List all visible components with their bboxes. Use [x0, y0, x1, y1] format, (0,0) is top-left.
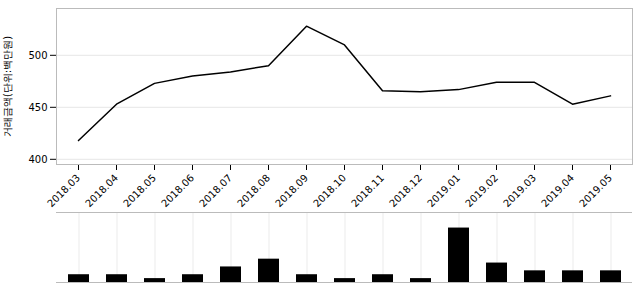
svg-text:2019.04: 2019.04	[539, 172, 576, 208]
svg-text:400: 400	[28, 154, 47, 165]
svg-text:2019.02: 2019.02	[463, 172, 500, 208]
svg-text:2018.05: 2018.05	[121, 172, 158, 208]
svg-text:2018.04: 2018.04	[83, 172, 120, 208]
svg-text:2018.07: 2018.07	[197, 172, 234, 208]
svg-text:2018.06: 2018.06	[159, 172, 196, 208]
svg-text:2018.09: 2018.09	[273, 172, 310, 208]
svg-text:2018.03: 2018.03	[45, 172, 82, 208]
svg-text:2019.05: 2019.05	[577, 172, 614, 208]
svg-text:2018.08: 2018.08	[235, 172, 272, 208]
svg-text:2018.11: 2018.11	[349, 172, 386, 208]
svg-text:500: 500	[28, 50, 47, 61]
svg-text:거래금액(단위:백만원): 거래금액(단위:백만원)	[2, 36, 13, 137]
svg-text:2019.01: 2019.01	[425, 172, 462, 208]
svg-text:2019.03: 2019.03	[501, 172, 538, 208]
svg-text:2018.12: 2018.12	[387, 172, 424, 208]
svg-text:450: 450	[28, 102, 47, 113]
svg-text:2018.10: 2018.10	[311, 172, 348, 208]
